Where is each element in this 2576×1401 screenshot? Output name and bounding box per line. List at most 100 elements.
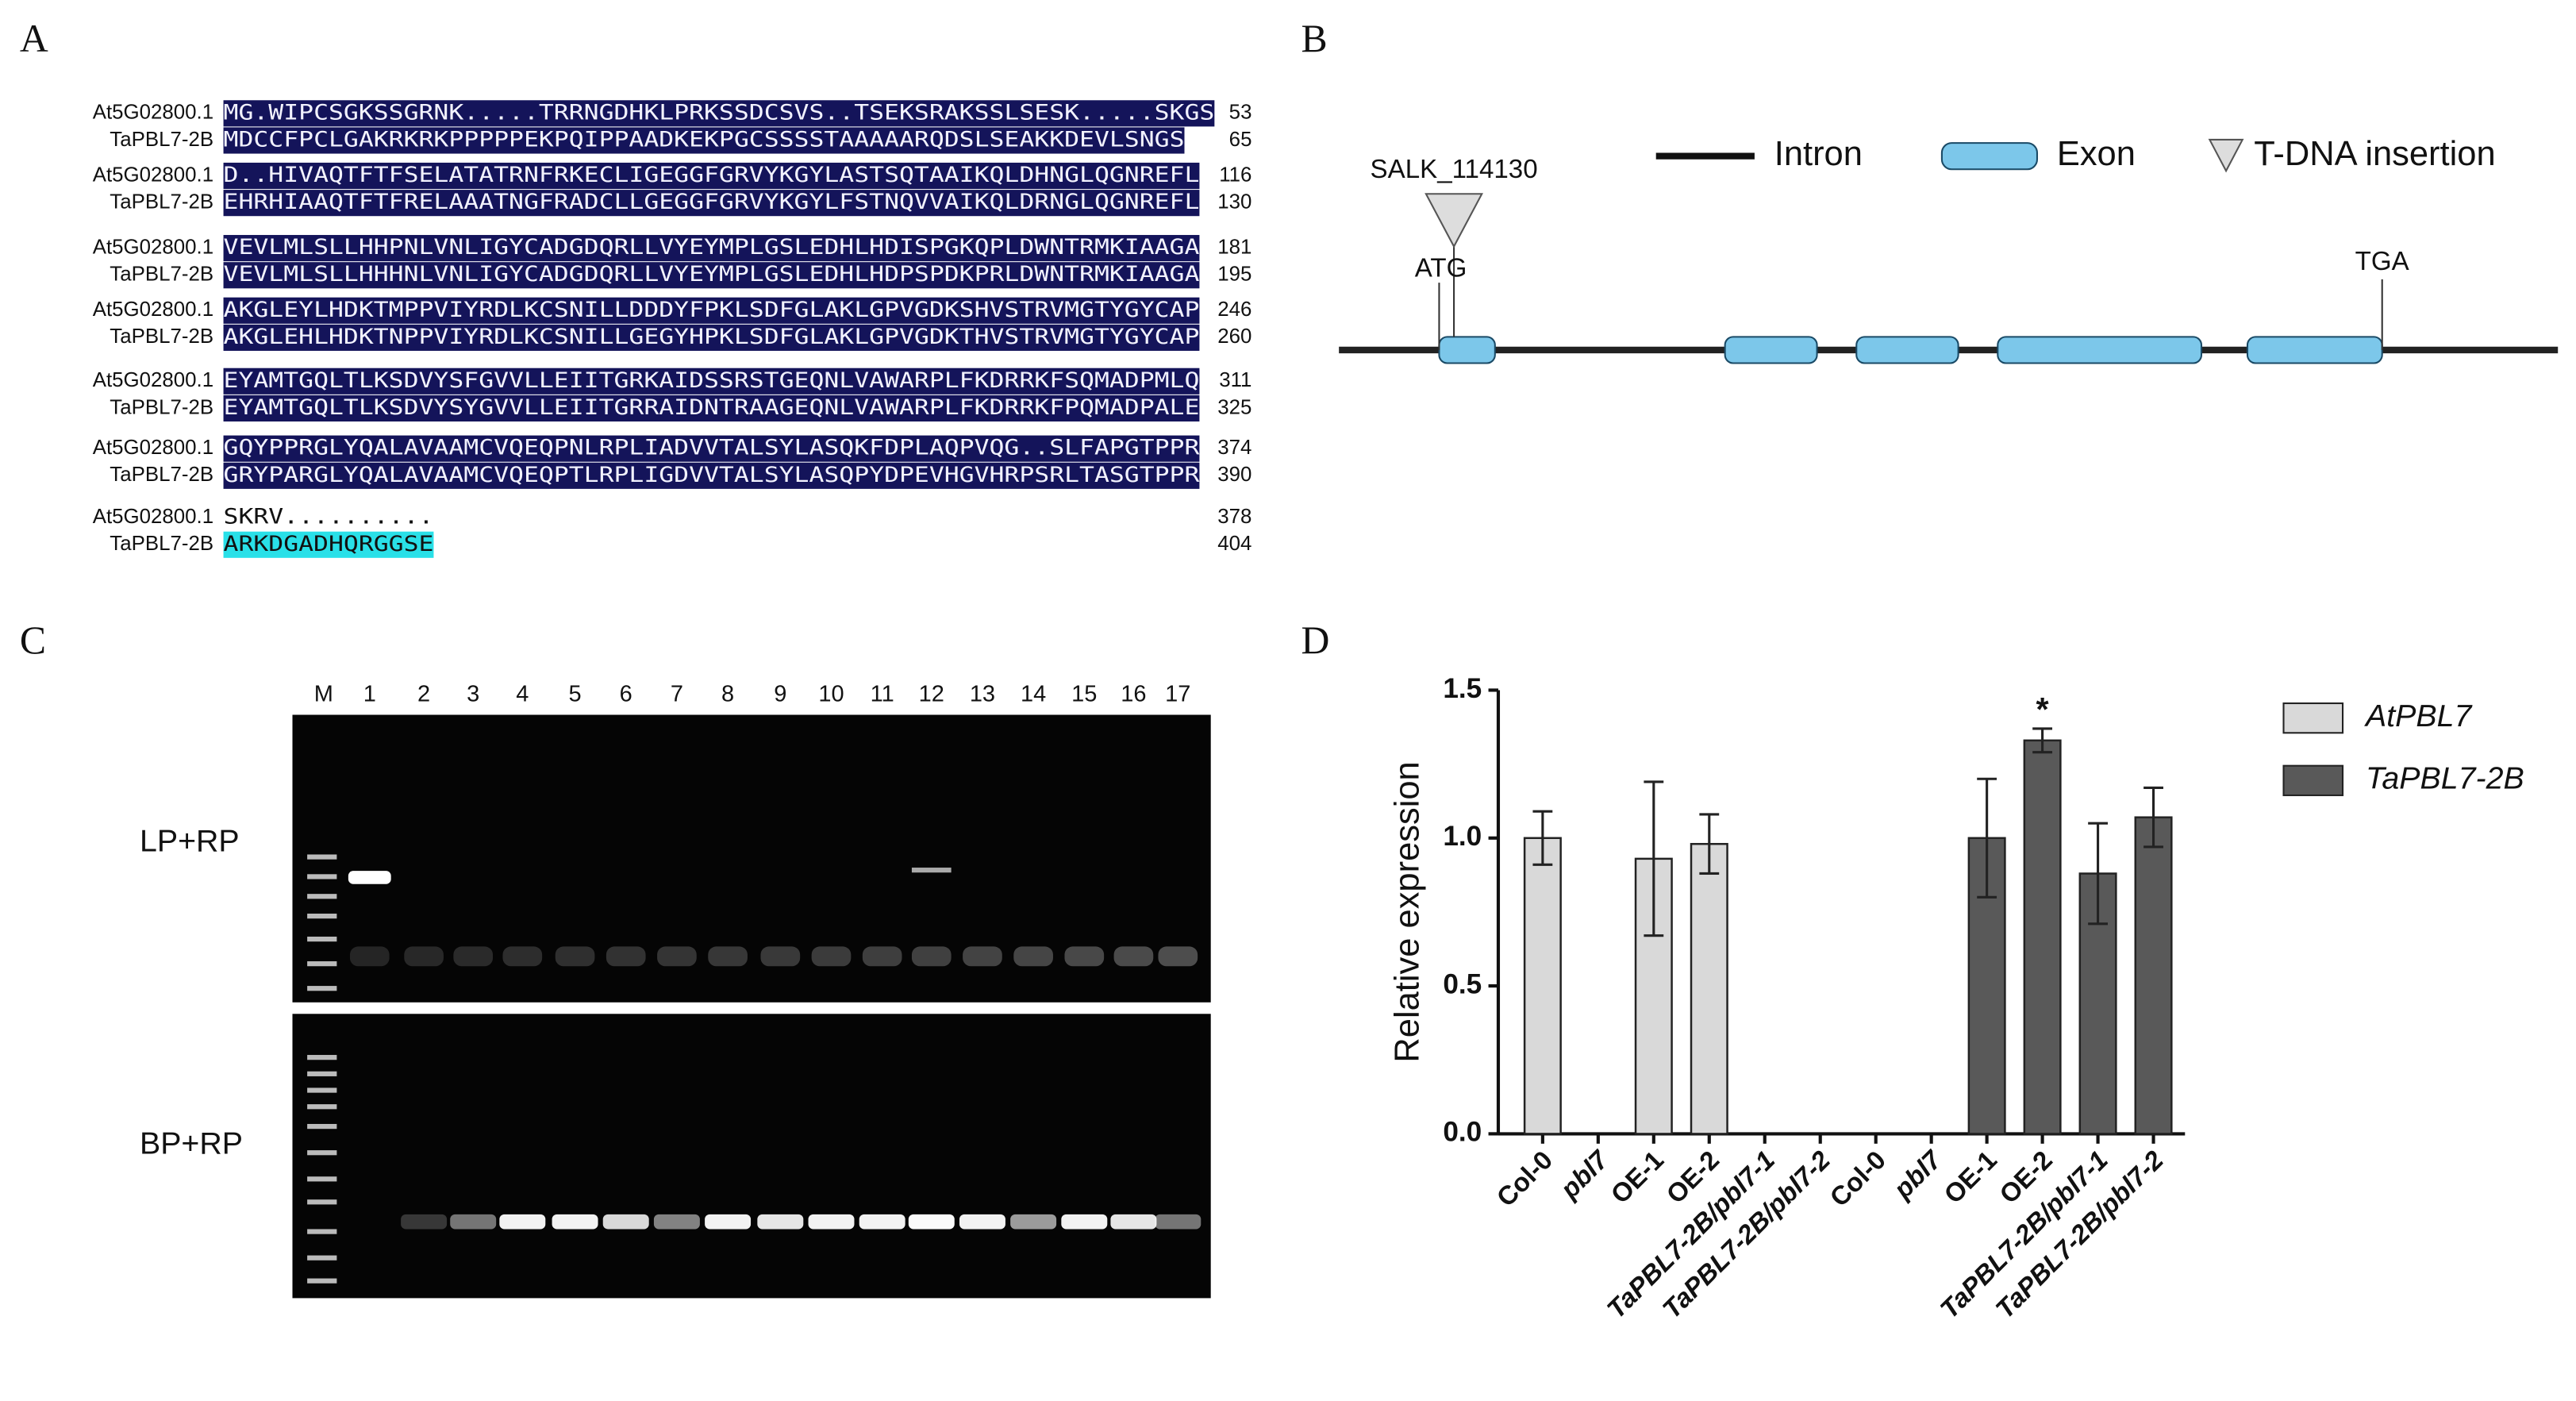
gel-band bbox=[959, 1214, 1005, 1230]
sequence: D..HIVAQTFTFSELATATRNFRKECLIGEGGFGRVYKGY… bbox=[224, 163, 1200, 187]
sequence-shade bbox=[223, 395, 1200, 421]
error-bar bbox=[2143, 786, 2163, 849]
sequence-name: At5G02800.1 bbox=[93, 506, 213, 528]
primer-dimer bbox=[1064, 946, 1105, 967]
gene-model: Intron Exon T-DNA insertion SALK_114130 … bbox=[1339, 135, 2559, 364]
ladder-band bbox=[307, 936, 337, 942]
atg-label: ATG bbox=[1415, 253, 1467, 283]
primer-dimer bbox=[862, 946, 902, 967]
ladder-band bbox=[307, 1071, 337, 1076]
error-bar bbox=[1644, 780, 1664, 937]
lane-label: 7 bbox=[671, 681, 683, 706]
primer-dimer bbox=[708, 946, 748, 967]
sequence-shade bbox=[223, 262, 1200, 289]
lane-label: 9 bbox=[774, 681, 786, 706]
gel-band bbox=[499, 1214, 546, 1230]
lane-label: M bbox=[314, 681, 333, 706]
primer-dimer bbox=[502, 946, 543, 967]
ladder-band bbox=[307, 913, 337, 919]
sequence-name: At5G02800.1 bbox=[93, 164, 213, 186]
primer-dimer bbox=[1158, 946, 1198, 967]
sequence-name: At5G02800.1 bbox=[93, 369, 213, 391]
sequence: VEVLMLSLLHHPNLVNLIGYCADGDQRLLVYEYMPLGSLE… bbox=[224, 235, 1200, 260]
ladder-band bbox=[307, 986, 337, 991]
sequence: MDCCFPCLGAKRKRKPPPPPEKPQIPPAADKEKPGCSSSS… bbox=[224, 127, 1185, 152]
gel-band bbox=[911, 868, 952, 873]
error-bar bbox=[1532, 810, 1553, 866]
sequence-shade bbox=[223, 297, 1200, 324]
sequence: MG.WIPCSGKSSGRNK.....TRRNGDHKLPRKSSDCSVS… bbox=[224, 100, 1215, 125]
sequence-name: TaPBL7-2B bbox=[110, 129, 213, 151]
ladder-band bbox=[307, 1255, 337, 1261]
ladder-band bbox=[307, 894, 337, 899]
gel-band bbox=[401, 1214, 448, 1230]
lane-label: 5 bbox=[568, 681, 581, 706]
ladder-band bbox=[307, 1123, 337, 1130]
gel-band bbox=[808, 1214, 855, 1230]
sequence: AKGLEHLHDKTNPPVIYRDLKCSNILLGEGYHPKLSDFGL… bbox=[224, 325, 1200, 349]
sequence-name: TaPBL7-2B bbox=[110, 191, 213, 213]
lane-label: 14 bbox=[1021, 681, 1046, 706]
gel-band bbox=[348, 871, 391, 884]
sequence-end: 404 bbox=[1217, 533, 1251, 555]
primer-dimer bbox=[404, 946, 444, 967]
sequence-name: At5G02800.1 bbox=[93, 102, 213, 124]
legend-swatch bbox=[2282, 764, 2344, 796]
ladder-band bbox=[307, 874, 337, 879]
sequence-name: TaPBL7-2B bbox=[110, 464, 213, 486]
y-tick-label: 0.5 bbox=[1443, 968, 1482, 999]
gel-band bbox=[908, 1214, 955, 1230]
y-axis-label: Relative expression bbox=[1389, 761, 1427, 1062]
legend-label: AtPBL7 bbox=[2364, 699, 2473, 733]
sequence: EYAMTGQLTLKSDVYSFGVVLLEIITGRKAIDSSRSTGEQ… bbox=[224, 368, 1200, 393]
sequence: SKRV.......... bbox=[224, 505, 434, 529]
significance-mark: * bbox=[2036, 691, 2050, 728]
gel-band bbox=[1110, 1214, 1157, 1230]
legend-label: TaPBL7-2B bbox=[2366, 761, 2524, 796]
sequence-name: At5G02800.1 bbox=[93, 437, 213, 459]
primer-dimer bbox=[963, 946, 1002, 967]
y-tick-label: 1.5 bbox=[1443, 673, 1482, 704]
panel-label: A bbox=[20, 17, 48, 60]
legend-text: T-DNA insertion bbox=[2254, 135, 2495, 173]
primer-dimer bbox=[760, 946, 801, 967]
sequence: ARKDGADHQRGGSE bbox=[224, 532, 434, 556]
gel-band bbox=[1010, 1214, 1057, 1230]
gel-band bbox=[859, 1214, 905, 1230]
sequence-end: 325 bbox=[1217, 396, 1251, 418]
legend-text: Intron bbox=[1774, 135, 1863, 173]
gel-band bbox=[1061, 1214, 1108, 1230]
lane-label: 2 bbox=[417, 681, 430, 706]
ladder-band bbox=[307, 854, 337, 860]
lane-label: 17 bbox=[1165, 681, 1190, 706]
lane-label: 4 bbox=[516, 681, 529, 706]
legend-triangle bbox=[2208, 138, 2244, 173]
lane-label: 11 bbox=[871, 681, 894, 706]
ladder-band bbox=[307, 1150, 337, 1156]
y-tick-label: 1.0 bbox=[1443, 821, 1482, 852]
sequence: AKGLEYLHDKTMPPVIYRDLKCSNILLDDDYFPKLSDFGL… bbox=[224, 298, 1200, 322]
lane-label: 3 bbox=[467, 681, 479, 706]
sequence: EHRHIAAQTFTFRELAAATNGFRADCLLGEGGFGRVYKGY… bbox=[224, 190, 1200, 214]
sequence-name: TaPBL7-2B bbox=[110, 396, 213, 418]
primer-dimer bbox=[1013, 946, 1053, 967]
panel-label: B bbox=[1301, 17, 1328, 60]
sequence-end: 246 bbox=[1217, 298, 1251, 321]
exon bbox=[1997, 336, 2203, 364]
sequence-shade bbox=[223, 435, 1200, 462]
lane-label: 15 bbox=[1071, 681, 1097, 706]
exon bbox=[1855, 336, 1959, 364]
lane-label: 16 bbox=[1121, 681, 1146, 706]
gel-band bbox=[757, 1214, 804, 1230]
sequence-end: 374 bbox=[1217, 437, 1251, 459]
gel-label: LP+RP bbox=[140, 823, 240, 858]
sequence-shade bbox=[223, 368, 1200, 395]
ladder-band bbox=[307, 1199, 337, 1205]
alignment: At5G02800.1 MG.WIPCSGKSSGRNK.....TRRNGDHK… bbox=[93, 100, 1252, 558]
sequence-end: 53 bbox=[1229, 102, 1252, 124]
exon bbox=[1438, 336, 1496, 364]
sequence: VEVLMLSLLHHHNLVNLIGYCADGDQRLLVYEYMPLGSLE… bbox=[224, 262, 1200, 287]
sequence-shade bbox=[223, 190, 1200, 217]
y-tick-label: 0.0 bbox=[1443, 1117, 1482, 1148]
